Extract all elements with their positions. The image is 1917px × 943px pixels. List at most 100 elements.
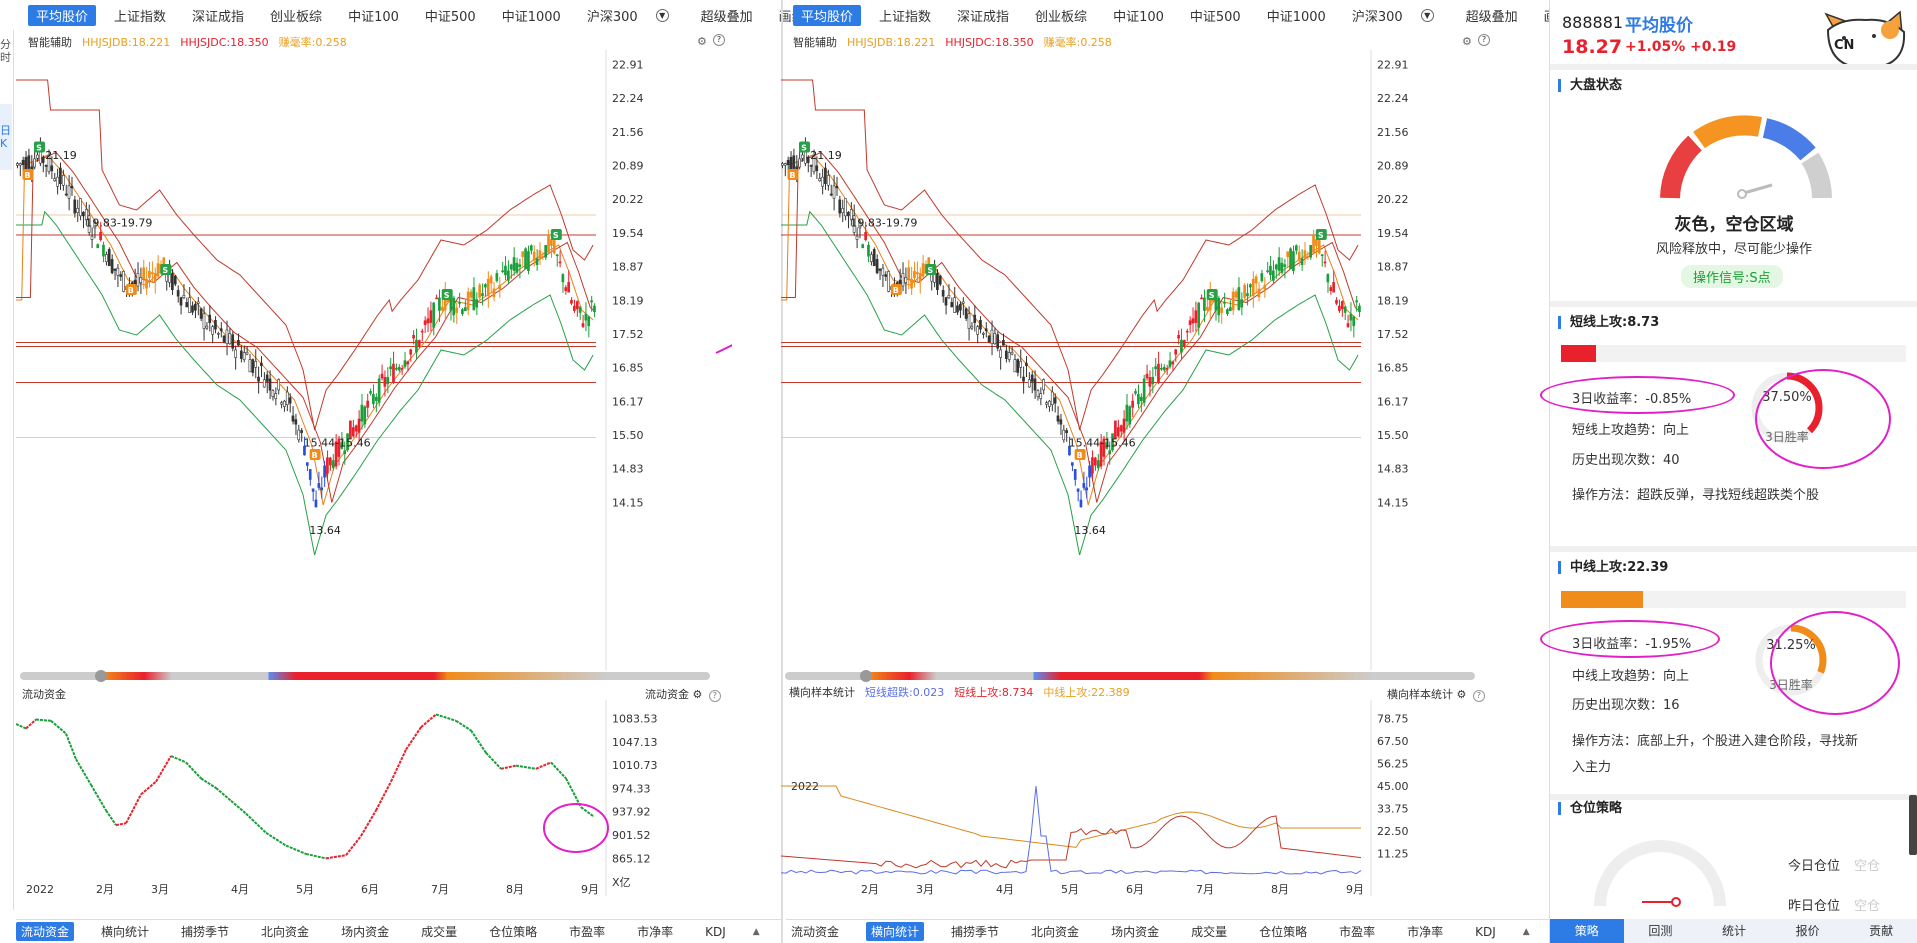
super-overlay-button[interactable]: 超级叠加 [700, 9, 753, 25]
chevron-down-icon[interactable]: ▼ [655, 8, 669, 22]
tab-kdj[interactable]: KDJ [705, 924, 726, 939]
tab-quote[interactable]: 报价 [1770, 919, 1845, 943]
candle-body [555, 254, 559, 257]
panel1-scroll-handle[interactable] [95, 670, 107, 682]
tab-liquidity[interactable]: 流动资金 [791, 925, 840, 939]
tab-shenzhen[interactable]: 深证成指 [957, 9, 1010, 25]
panel1-kline-chart[interactable]: SBBSBSS21.1919.83-19.7915.44-15.4613.642… [16, 50, 732, 670]
short-term-bar-track [1561, 345, 1906, 362]
tab-market-funds[interactable]: 场内资金 [1111, 925, 1160, 939]
panel1-scroll-bar[interactable] [20, 672, 710, 680]
candle-body [366, 400, 369, 408]
tab-csi100[interactable]: 中证100 [348, 9, 399, 25]
candle-body [1151, 376, 1155, 385]
chevron-down-icon[interactable]: ▼ [1420, 8, 1434, 22]
tab-pb[interactable]: 市净率 [1407, 925, 1444, 939]
tab-shenzhen[interactable]: 深证成指 [192, 9, 245, 25]
tab-horizontal[interactable]: 横向统计 [866, 922, 925, 941]
candle-body [363, 406, 367, 425]
candle-body [878, 268, 882, 271]
logo-text: CN [1834, 38, 1855, 53]
tab-hs300[interactable]: 沪深300 [1351, 9, 1403, 25]
tab-csi500[interactable]: 中证500 [1189, 9, 1241, 25]
candle-body [291, 415, 295, 422]
help-icon[interactable]: ? [1478, 34, 1490, 46]
collapse-icon[interactable]: ▲ [752, 926, 760, 937]
tab-pe[interactable]: 市盈率 [569, 925, 606, 939]
candle-body [18, 163, 22, 166]
panel2-bottom-tabs: 流动资金 横向统计 捕捞季节 北向资金 场内资金 成交量 仓位策略 市盈率 市净… [786, 919, 1549, 943]
fenshi-tab[interactable]: 分时 [0, 38, 11, 64]
settings-icon[interactable]: ⚙ [1462, 35, 1472, 48]
stock-code: 888881 [1562, 13, 1624, 32]
panel-divider[interactable] [781, 0, 783, 943]
tab-volume[interactable]: 成交量 [1191, 925, 1228, 939]
flow-tick: 865.12 [612, 852, 651, 865]
panel2-scroll-handle[interactable] [860, 670, 872, 682]
tab-avg-price[interactable]: 平均股价 [28, 4, 97, 26]
price-tick: 16.85 [612, 362, 644, 375]
signal-marker [33, 141, 45, 153]
candle-body [1114, 420, 1117, 439]
candle-body [573, 305, 576, 311]
tab-csi1000[interactable]: 中证1000 [501, 9, 561, 25]
candle-body [495, 273, 499, 282]
settings-icon[interactable]: ⚙ [692, 688, 703, 701]
side-handle[interactable] [1909, 795, 1917, 855]
tab-contribution[interactable]: 贡献 [1844, 919, 1917, 943]
tab-kdj[interactable]: KDJ [1475, 924, 1496, 939]
candle-body [369, 391, 372, 394]
tab-fishing[interactable]: 捕捞季节 [181, 925, 230, 939]
candle-body [182, 295, 186, 299]
tab-northbound[interactable]: 北向资金 [261, 925, 310, 939]
tab-strategy[interactable]: 策略 [1550, 919, 1624, 943]
panel1-flow-chart[interactable]: 1083.53 1047.13 1010.73 974.33 937.92 901.52 8… [16, 700, 732, 896]
tab-fishing[interactable]: 捕捞季节 [951, 925, 1000, 939]
settings-icon[interactable]: ⚙ [697, 35, 707, 48]
tab-stats[interactable]: 统计 [1697, 919, 1771, 943]
candle-body [383, 377, 387, 387]
candle-body [1065, 430, 1068, 433]
candle-body [105, 254, 108, 263]
help-icon[interactable]: ? [708, 690, 721, 702]
super-overlay-button[interactable]: 超级叠加 [1465, 9, 1518, 25]
tab-volume[interactable]: 成交量 [421, 925, 458, 939]
tab-csi500[interactable]: 中证500 [424, 9, 476, 25]
tab-position[interactable]: 仓位策略 [489, 925, 538, 939]
rik-tab[interactable]: 日K [0, 104, 12, 170]
tab-pe[interactable]: 市盈率 [1339, 925, 1376, 939]
panel2-stats-chart[interactable]: 78.75 67.50 56.25 45.00 33.75 22.50 11.25 2022 2… [781, 700, 1497, 896]
indicator-name[interactable]: 智能辅助 [28, 36, 72, 49]
flow-line-segment [435, 713, 457, 722]
right-bottom-tabs: 策略 回测 统计 报价 贡献 [1550, 919, 1917, 943]
tab-chinext[interactable]: 创业板综 [1035, 9, 1088, 25]
help-icon[interactable]: ? [713, 34, 725, 46]
candle-body [21, 159, 25, 166]
tab-csi1000[interactable]: 中证1000 [1266, 9, 1326, 25]
candle-body [179, 297, 183, 306]
tab-market-funds[interactable]: 场内资金 [341, 925, 390, 939]
tab-position[interactable]: 仓位策略 [1259, 925, 1308, 939]
tab-horizontal[interactable]: 横向统计 [101, 925, 150, 939]
candle-body [861, 244, 865, 249]
tab-pb[interactable]: 市净率 [637, 925, 674, 939]
panel2-scroll-bar[interactable] [785, 672, 1475, 680]
tab-backtest[interactable]: 回测 [1623, 919, 1698, 943]
tab-avg-price[interactable]: 平均股价 [793, 4, 862, 26]
tab-shanghai[interactable]: 上证指数 [114, 9, 167, 25]
tab-northbound[interactable]: 北向资金 [1031, 925, 1080, 939]
tab-shanghai[interactable]: 上证指数 [879, 9, 932, 25]
cat-logo[interactable]: CN [1818, 2, 1913, 72]
price-annotation: 21.19 [45, 149, 77, 162]
tab-csi100[interactable]: 中证100 [1113, 9, 1164, 25]
tab-liquidity[interactable]: 流动资金 [16, 922, 75, 941]
candle-body [294, 419, 298, 425]
tab-chinext[interactable]: 创业板综 [270, 9, 323, 25]
tab-hs300[interactable]: 沪深300 [586, 9, 638, 25]
help-icon[interactable]: ? [1472, 690, 1485, 702]
flow-line-segment [565, 777, 582, 808]
settings-icon[interactable]: ⚙ [1456, 688, 1467, 701]
panel2-kline-chart[interactable]: SBBSBSS21.1919.83-19.7915.44-15.4613.642… [781, 50, 1497, 670]
collapse-icon[interactable]: ▲ [1522, 926, 1530, 937]
indicator-name[interactable]: 智能辅助 [793, 36, 837, 49]
